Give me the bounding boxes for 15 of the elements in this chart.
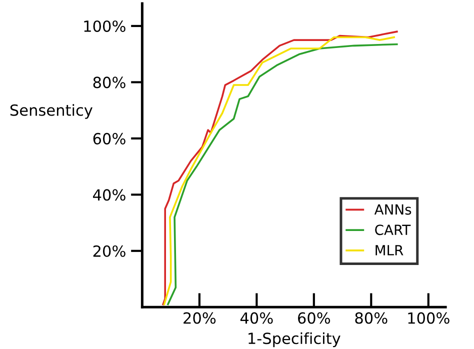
legend-label: MLR: [376, 245, 404, 256]
x-tick-label: 40%: [240, 312, 273, 324]
x-tick-label: 60%: [298, 312, 330, 324]
x-axis-title: 1-Specificity: [248, 332, 340, 348]
y-tick-label: 40%: [93, 189, 126, 201]
x-tick-label: 20%: [184, 312, 216, 324]
y-tick-label: 60%: [93, 132, 126, 144]
y-axis-title: Sensenticy: [10, 104, 92, 119]
y-tick-label: 80%: [93, 76, 126, 88]
y-tick-label: 20%: [93, 245, 126, 257]
legend-label: CART: [375, 224, 411, 236]
x-tick-label: 100%: [408, 312, 450, 324]
legend-label: ANNs: [374, 204, 412, 215]
y-tick-label: 100%: [84, 20, 126, 32]
x-tick-label: 80%: [355, 312, 388, 324]
